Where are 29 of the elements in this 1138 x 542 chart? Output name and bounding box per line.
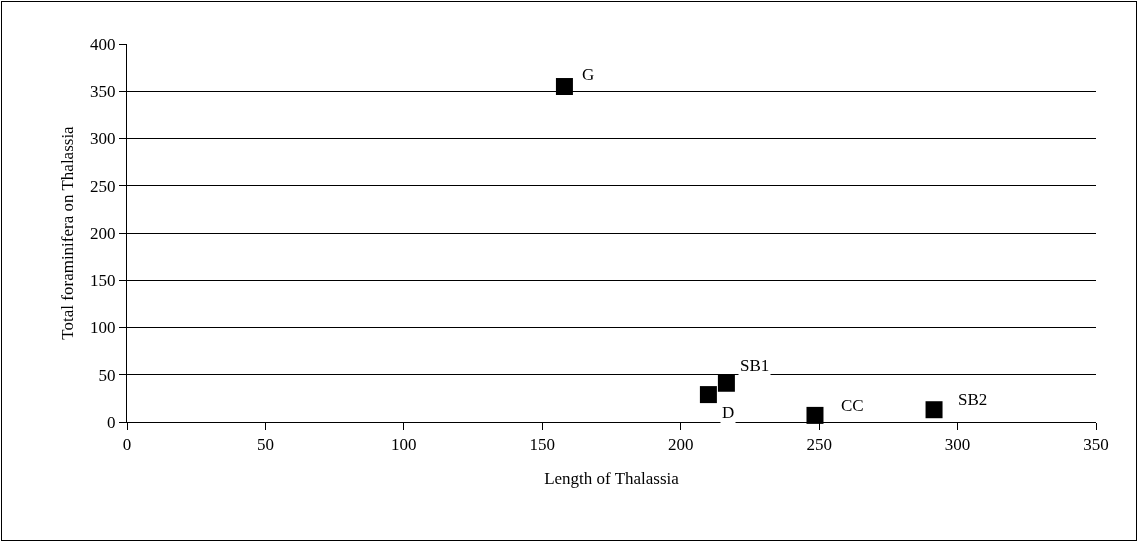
- annotation: SB1: [740, 356, 770, 375]
- annotation: CC: [841, 396, 864, 415]
- annotation: D: [722, 403, 735, 422]
- x-tick-label: 100: [391, 435, 417, 455]
- annotation: G: [582, 65, 595, 84]
- x-tick-label: 250: [806, 435, 832, 455]
- annotation: SB2: [958, 390, 988, 409]
- point: [555, 78, 573, 96]
- x-tick-label: 50: [256, 435, 274, 455]
- point: [806, 406, 824, 424]
- y-tick-label: 200: [90, 223, 116, 243]
- x-axis-title: Length of Thalassia: [544, 468, 680, 488]
- y-tick-label: 0: [107, 412, 116, 432]
- point: [699, 386, 717, 404]
- x-tick-label: 150: [529, 435, 556, 455]
- point: [925, 401, 943, 419]
- x-tick-label: 350: [1083, 435, 1109, 455]
- y-tick-label: 250: [90, 176, 116, 196]
- x-tick-label: 200: [667, 435, 694, 455]
- y-tick-label: 300: [90, 129, 116, 149]
- point: [717, 374, 735, 392]
- y-axis-title: Total foraminifera on Thalassia: [57, 125, 77, 340]
- y-tick-label: 150: [90, 271, 116, 291]
- y-tick-label: 350: [90, 82, 116, 102]
- y-tick-label: 100: [90, 318, 116, 338]
- y-tick-label: 50: [98, 365, 116, 385]
- x-tick-label: 0: [122, 435, 132, 455]
- x-tick-label: 300: [944, 435, 971, 455]
- y-tick-label: 400: [90, 34, 116, 54]
